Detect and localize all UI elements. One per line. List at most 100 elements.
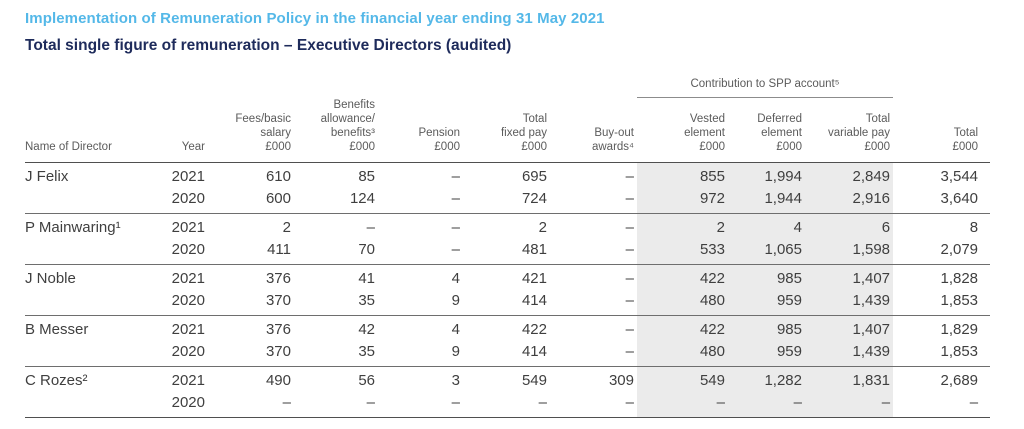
cell-vested: 480	[637, 289, 728, 315]
cell-fixed: 695	[521, 167, 547, 185]
table-row: J Noble 2021 376 41 4 421 –422 985 1,407 1,828	[25, 264, 990, 290]
cell-deferred: 1,944	[728, 187, 805, 213]
cell-vested: 422	[637, 315, 728, 341]
cell-fees: 411	[267, 240, 291, 258]
cell-deferred: 959	[728, 289, 805, 315]
cell-buyout: –	[625, 393, 634, 411]
cell-deferred: 4	[728, 213, 805, 239]
col-header-name: Name of Director	[25, 140, 112, 153]
cell-total: 2,689	[940, 371, 979, 389]
column-header-row: Name of Director Year Fees/basic salary £000…	[25, 98, 990, 163]
col-header-fees: Fees/basic salary £000	[235, 112, 291, 153]
cell-pension: –	[451, 393, 460, 411]
col-header-benefits: Benefits allowance/benefits³ £000	[320, 98, 375, 153]
col-header-year: Year	[181, 140, 205, 153]
director-name: J Felix	[25, 167, 69, 185]
cell-year: 2020	[171, 240, 205, 258]
cell-fixed: 422	[521, 320, 547, 338]
cell-fixed: 724	[521, 189, 547, 207]
cell-vested: –	[637, 391, 728, 417]
table-row: C Rozes² 2021 490 56 3 549 309 549 1,282 1,831 2,6…	[25, 366, 990, 392]
cell-buyout: –	[625, 291, 634, 309]
cell-buyout: –	[625, 218, 634, 236]
cell-year: 2021	[171, 218, 205, 236]
cell-benefits: –	[366, 218, 375, 236]
remuneration-table: Contribution to SPP account⁵ Name of Dire…	[25, 77, 991, 418]
cell-deferred: 1,065	[728, 238, 805, 264]
page-subtitle: Total single figure of remuneration – Ex…	[25, 37, 512, 54]
cell-fixed: 481	[521, 240, 547, 258]
cell-fixed: 2	[538, 218, 547, 236]
cell-variable: 6	[805, 213, 894, 239]
col-header-pension: Pension £000	[418, 126, 460, 153]
cell-buyout: –	[625, 342, 634, 360]
director-group: B Messer 2021 376 42 4 422–422 985 1,407 1,829 20…	[25, 315, 991, 366]
director-name: P Mainwaring¹	[25, 218, 121, 236]
cell-fixed: 414	[521, 342, 547, 360]
table-header: Contribution to SPP account⁵ Name of Dire…	[25, 77, 991, 163]
cell-vested: 480	[637, 340, 728, 366]
cell-benefits: –	[366, 393, 375, 411]
cell-deferred: 1,994	[728, 162, 805, 188]
cell-pension: –	[451, 189, 460, 207]
cell-pension: 9	[451, 291, 460, 309]
cell-benefits: 35	[358, 342, 375, 360]
cell-total: 3,640	[940, 189, 979, 207]
cell-variable: 1,407	[805, 264, 894, 290]
cell-buyout: –	[625, 167, 634, 185]
cell-deferred: –	[728, 391, 805, 417]
cell-vested: 422	[637, 264, 728, 290]
cell-fees: 376	[265, 269, 291, 287]
director-group: C Rozes² 2021 490 56 3 549 309 549 1,282 1,831 2,6…	[25, 366, 991, 417]
table-row: J Felix 2021 610 85–695–855 1,994 2,849 3,544	[25, 162, 990, 188]
cell-fees: 600	[265, 189, 291, 207]
cell-variable: 1,439	[805, 340, 894, 366]
cell-year: 2021	[171, 371, 205, 389]
cell-deferred: 959	[728, 340, 805, 366]
cell-pension: –	[451, 240, 460, 258]
cell-total: 1,853	[940, 291, 979, 309]
cell-variable: 1,407	[805, 315, 894, 341]
director-group: J Noble 2021 376 41 4 421–422 985 1,407 1,828 202…	[25, 264, 991, 315]
cell-fees: 370	[265, 342, 291, 360]
cell-fixed: 421	[521, 269, 547, 287]
cell-vested: 2	[637, 213, 728, 239]
cell-year: 2020	[171, 291, 205, 309]
col-header-deferred: Deferred element £000	[757, 112, 802, 153]
cell-benefits: 41	[358, 269, 375, 287]
cell-fees: 376	[265, 320, 291, 338]
cell-pension: 3	[451, 371, 460, 389]
cell-pension: 9	[451, 342, 460, 360]
cell-benefits: 35	[358, 291, 375, 309]
cell-fixed: –	[538, 393, 547, 411]
director-name: B Messer	[25, 320, 89, 338]
page-title: Implementation of Remuneration Policy in…	[25, 10, 605, 27]
cell-pension: 4	[451, 320, 460, 338]
cell-variable: –	[805, 391, 894, 417]
cell-total: –	[969, 393, 979, 411]
cell-benefits: 56	[358, 371, 375, 389]
col-header-variable: Total variable pay £000	[828, 112, 891, 153]
cell-pension: –	[451, 218, 460, 236]
spp-group-header: Contribution to SPP account⁵	[637, 77, 894, 98]
director-name: C Rozes²	[25, 371, 88, 389]
cell-vested: 549	[637, 366, 728, 392]
cell-vested: 533	[637, 238, 728, 264]
cell-fixed: 414	[521, 291, 547, 309]
cell-year: 2021	[171, 167, 205, 185]
cell-fees: 370	[265, 291, 291, 309]
director-group: P Mainwaring¹ 2021 2– –2–2 4 6 8 2020 411 70–481–…	[25, 213, 991, 264]
report-page: Implementation of Remuneration Policy in…	[25, 10, 991, 418]
cell-total: 1,828	[940, 269, 979, 287]
director-group: J Felix 2021 610 85–695–855 1,994 2,849 3,544 2…	[25, 162, 990, 213]
cell-fees: –	[282, 393, 291, 411]
cell-total: 2,079	[940, 240, 979, 258]
cell-year: 2020	[171, 342, 205, 360]
cell-fees: 2	[282, 218, 291, 236]
cell-total: 1,853	[940, 342, 979, 360]
cell-variable: 2,916	[805, 187, 894, 213]
cell-benefits: 70	[358, 240, 375, 258]
cell-total: 8	[969, 218, 979, 236]
col-header-vested: Vested element £000	[684, 112, 725, 153]
table-row: P Mainwaring¹ 2021 2– –2–2 4 6 8	[25, 213, 990, 239]
